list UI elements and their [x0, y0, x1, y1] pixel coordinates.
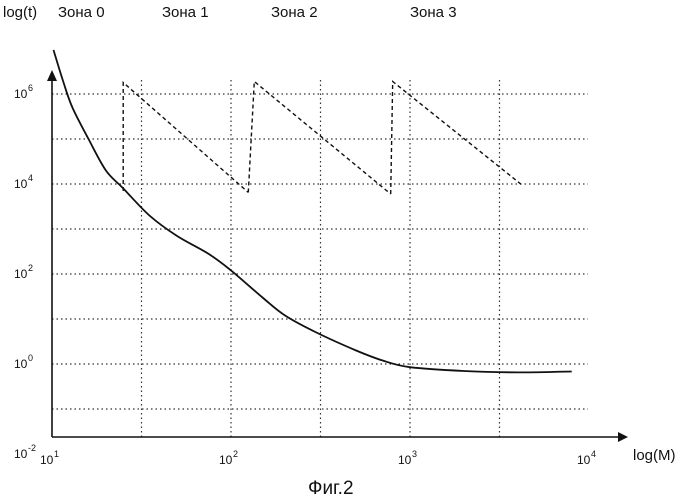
series-curves: [54, 50, 572, 372]
zone-label-2: Зона 2: [271, 4, 318, 21]
y-tick-label: 104: [14, 173, 33, 191]
y-tick-exponent: 6: [28, 83, 33, 93]
x-tick-label: 102: [219, 449, 238, 467]
y-axis-label: log(t): [3, 4, 37, 21]
y-tick-base: 10: [14, 357, 28, 371]
x-tick-label: 101: [40, 449, 59, 467]
x-axis-arrow: [618, 432, 628, 442]
y-tick-exponent: 0: [28, 353, 33, 363]
x-tick-label: 104: [577, 449, 596, 467]
y-tick-base: 10: [14, 87, 28, 101]
y-tick-exponent: 4: [28, 173, 33, 183]
x-tick-exponent: 1: [54, 449, 59, 459]
y-tick-base: 10: [14, 177, 28, 191]
grid: [52, 77, 588, 437]
zone-label-0: Зона 0: [58, 4, 105, 21]
x-tick-exponent: 4: [591, 449, 596, 459]
series-zones: [123, 82, 523, 195]
x-axis-label: log(M): [633, 447, 676, 464]
y-tick-base: 10: [14, 447, 28, 461]
x-tick-base: 10: [577, 453, 591, 467]
y-tick-label: 100: [14, 353, 33, 371]
y-tick-label: 102: [14, 263, 33, 281]
zone-label-1: Зона 1: [162, 4, 209, 21]
y-tick-labels: 10-2100102104106: [14, 83, 36, 461]
x-tick-exponent: 3: [412, 449, 417, 459]
y-tick-label: 106: [14, 83, 33, 101]
x-tick-label: 103: [398, 449, 417, 467]
y-tick-label: 10-2: [14, 443, 36, 461]
x-tick-base: 10: [40, 453, 54, 467]
x-tick-labels: 101102103104: [40, 449, 596, 467]
y-tick-exponent: 2: [28, 263, 33, 273]
y-tick-base: 10: [14, 267, 28, 281]
x-tick-base: 10: [398, 453, 412, 467]
figure-caption: Фиг.2: [308, 478, 354, 499]
zone-label-3: Зона 3: [410, 4, 457, 21]
y-axis-arrow: [47, 70, 57, 81]
x-tick-base: 10: [219, 453, 233, 467]
axes: [47, 70, 628, 442]
zone-sawtooth-3: [391, 82, 524, 195]
decay-curve: [54, 50, 572, 372]
zone-sawtooth-2: [248, 82, 390, 195]
y-tick-exponent: -2: [28, 443, 36, 453]
x-tick-exponent: 2: [233, 449, 238, 459]
